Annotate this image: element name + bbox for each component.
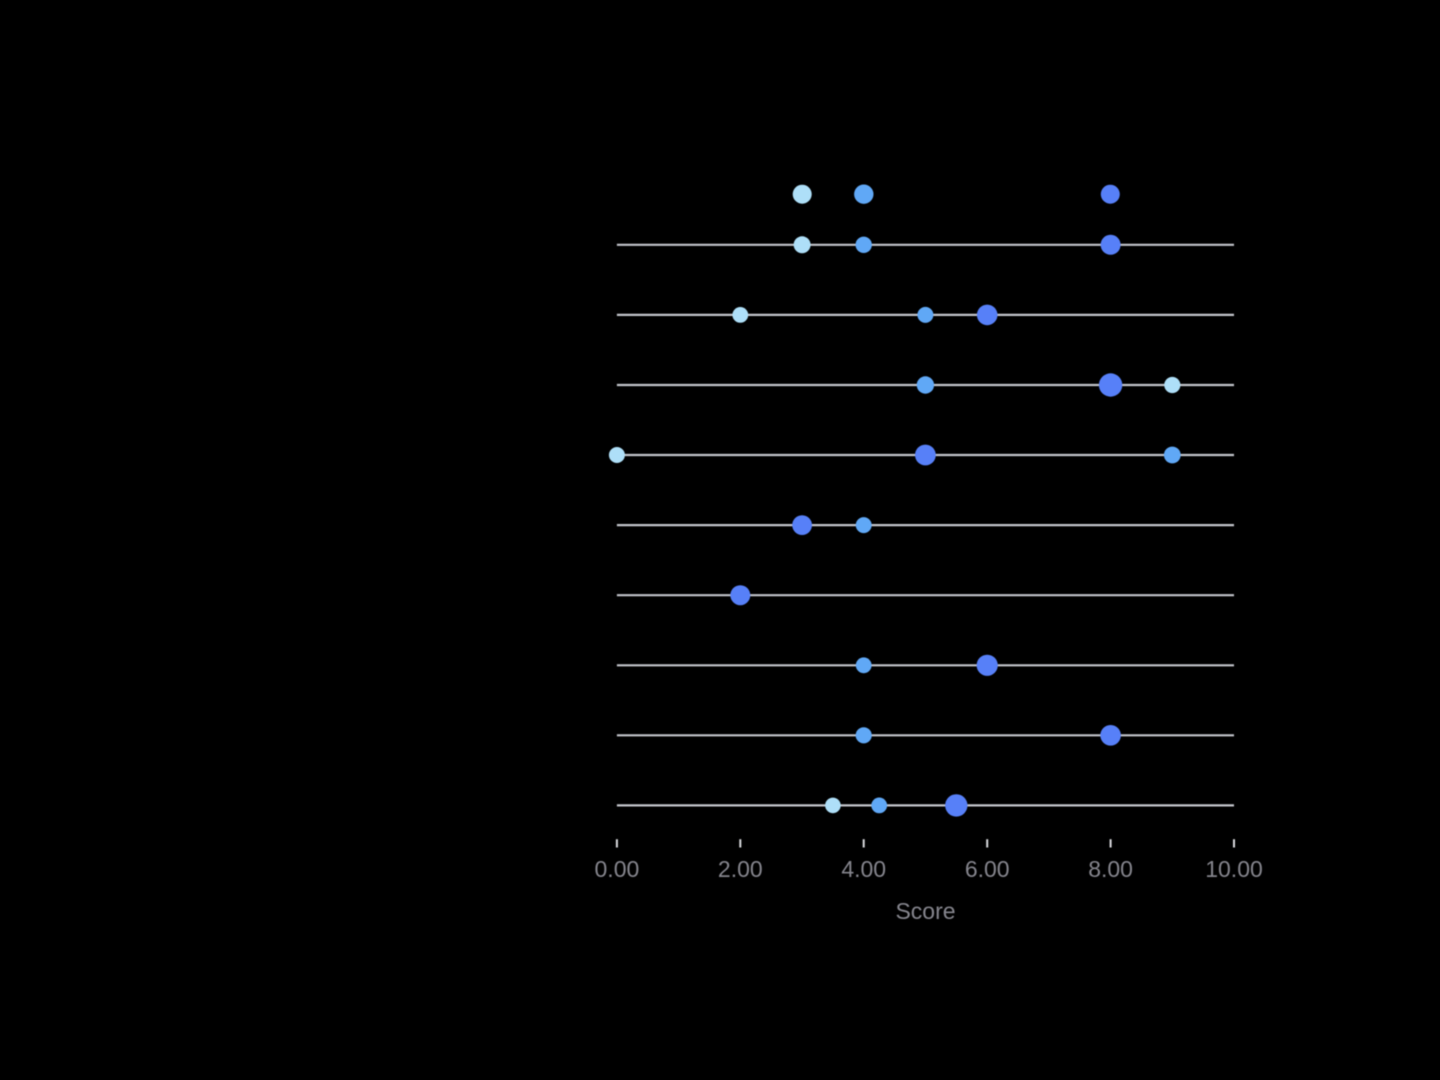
svg-text:10.00: 10.00 [1205, 856, 1263, 882]
svg-text:2.00: 2.00 [718, 856, 763, 882]
svg-text:8.00: 8.00 [1088, 856, 1133, 882]
svg-text:0.00: 0.00 [595, 856, 640, 882]
svg-text:4.00: 4.00 [841, 856, 886, 882]
svg-text:Score: Score [895, 898, 955, 924]
svg-text:6.00: 6.00 [965, 856, 1010, 882]
